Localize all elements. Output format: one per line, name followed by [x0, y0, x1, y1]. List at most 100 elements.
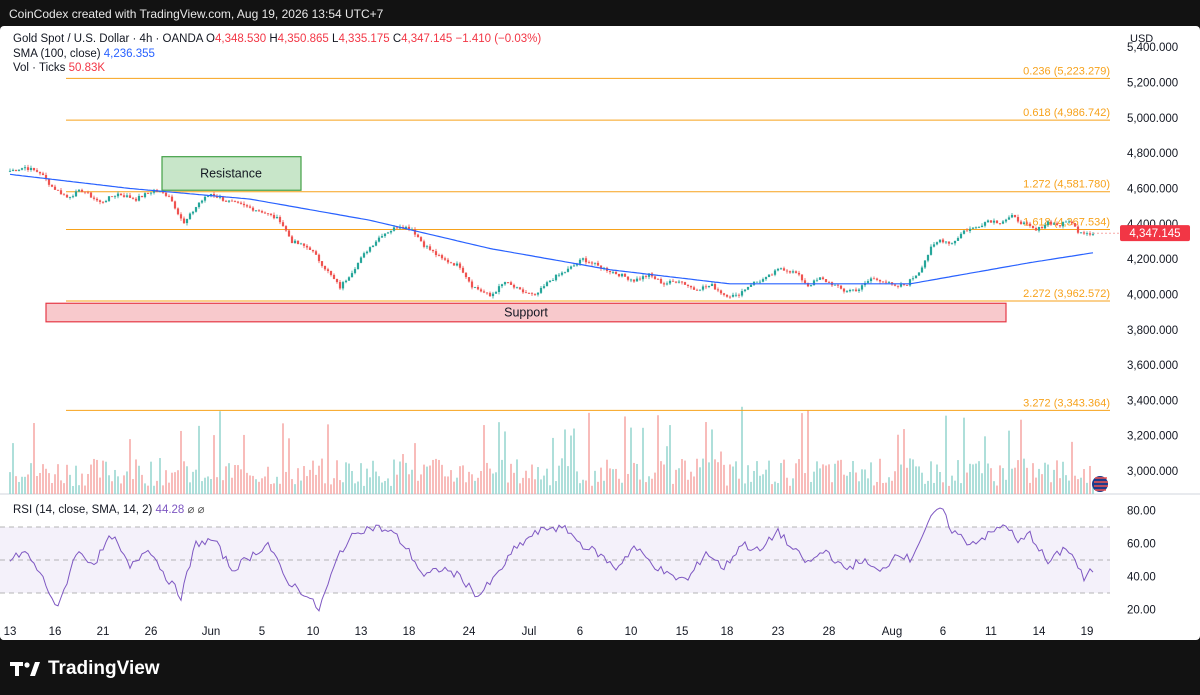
time-tick-label: 15 — [676, 626, 689, 638]
volume-bar — [453, 481, 455, 494]
candle — [278, 215, 282, 225]
volume-bar — [153, 485, 155, 494]
candle — [1082, 230, 1086, 235]
volume-bar — [231, 477, 233, 494]
candle-body — [722, 293, 726, 295]
candle — [62, 192, 66, 196]
candle-body — [215, 196, 219, 198]
candle — [167, 194, 171, 198]
volume-bar — [1047, 464, 1049, 494]
candle — [281, 220, 285, 227]
candle — [1037, 226, 1041, 233]
volume-bar — [213, 435, 215, 494]
volume-bar — [600, 467, 602, 494]
candle — [479, 287, 483, 293]
volume-bar — [123, 475, 125, 494]
volume-bar — [963, 417, 965, 494]
candle — [980, 223, 984, 228]
flag-stripes — [1094, 477, 1108, 491]
candle — [869, 276, 873, 284]
chart-canvas[interactable]: 0.236 (5,223.279) 0.618 (4,986.742) 1.272 … — [0, 26, 1200, 640]
candle — [203, 195, 207, 203]
tradingview-logo[interactable]: TradingView — [10, 658, 160, 680]
candle-body — [716, 289, 720, 291]
candle — [197, 202, 201, 209]
legend-sma-row[interactable]: SMA (100, close) 4,236.355 — [13, 47, 541, 62]
candle — [1079, 232, 1083, 234]
candle — [677, 279, 681, 284]
candle — [854, 287, 858, 292]
candle-body — [1016, 217, 1020, 222]
candle — [782, 266, 786, 271]
volume-bar — [768, 460, 770, 494]
attribution-text: CoinCodex created with TradingView.com, … — [9, 7, 384, 21]
candle-body — [770, 274, 774, 276]
candle-body — [818, 277, 822, 280]
candle-body — [662, 283, 666, 285]
candle — [92, 195, 96, 201]
symbol-label[interactable]: Gold Spot / U.S. Dollar · 4h · OANDA — [13, 33, 203, 45]
candle-body — [71, 196, 75, 198]
volume-bar — [798, 459, 800, 494]
candle — [413, 227, 417, 237]
candle — [767, 274, 771, 278]
candle-body — [371, 245, 375, 248]
candle — [383, 233, 387, 238]
candle-body — [380, 236, 384, 238]
candle — [32, 167, 36, 172]
volume-bar — [12, 443, 14, 494]
candle-body — [590, 262, 594, 264]
candle-body — [869, 278, 873, 282]
candle — [734, 292, 738, 298]
candle — [785, 268, 789, 274]
volume-bar — [69, 474, 71, 494]
candle — [305, 244, 309, 250]
volume-bar — [921, 472, 923, 494]
volume-bar — [387, 478, 389, 494]
candle-body — [17, 169, 21, 171]
candle-body — [113, 196, 117, 198]
rsi-settings-icons[interactable]: ⌀ ⌀ — [187, 504, 205, 516]
volume-bar — [777, 483, 779, 494]
rsi-line — [9, 507, 1094, 612]
price-tick-label: 3,200.000 — [1127, 431, 1178, 443]
chart-panel[interactable]: 0.236 (5,223.279) 0.618 (4,986.742) 1.272 … — [0, 26, 1200, 640]
candle — [866, 279, 870, 284]
volume-bar — [1071, 441, 1073, 494]
candle — [764, 276, 768, 281]
volume-bar — [843, 474, 845, 494]
volume-bar — [876, 481, 878, 494]
candle — [995, 219, 999, 224]
volume-bar — [1005, 479, 1007, 494]
candle-body — [1070, 221, 1074, 224]
candle — [1049, 219, 1053, 226]
volume-bar — [252, 475, 254, 494]
volume-bar — [951, 475, 953, 494]
volume-bar — [1074, 475, 1076, 494]
candle-body — [812, 280, 816, 286]
candle — [251, 206, 255, 212]
candle-body — [23, 167, 27, 169]
fib-label-1: 0.618 (4,986.742) — [1023, 107, 1110, 119]
rsi-legend[interactable]: RSI (14, close, SMA, 14, 2) 44.28 ⌀ ⌀ — [13, 502, 205, 516]
candle-body — [365, 251, 369, 254]
volume-bar — [216, 477, 218, 494]
volume-bar — [627, 473, 629, 494]
candle-body — [713, 284, 717, 290]
candle-body — [899, 284, 903, 287]
candle — [1010, 213, 1014, 219]
candle-body — [1019, 221, 1023, 224]
candle-body — [956, 238, 960, 241]
volume-bar — [939, 472, 941, 494]
candle-body — [176, 208, 180, 215]
time-tick-label: 13 — [355, 626, 368, 638]
volume-bar — [477, 477, 479, 494]
legend-volume-row[interactable]: Vol · Ticks 50.83K — [13, 61, 541, 76]
candle — [983, 221, 987, 228]
candle — [491, 291, 495, 299]
candle — [539, 285, 543, 295]
volume-bar — [210, 479, 212, 494]
candle-body — [911, 278, 915, 280]
candle-body — [653, 276, 657, 279]
candle-body — [860, 285, 864, 290]
